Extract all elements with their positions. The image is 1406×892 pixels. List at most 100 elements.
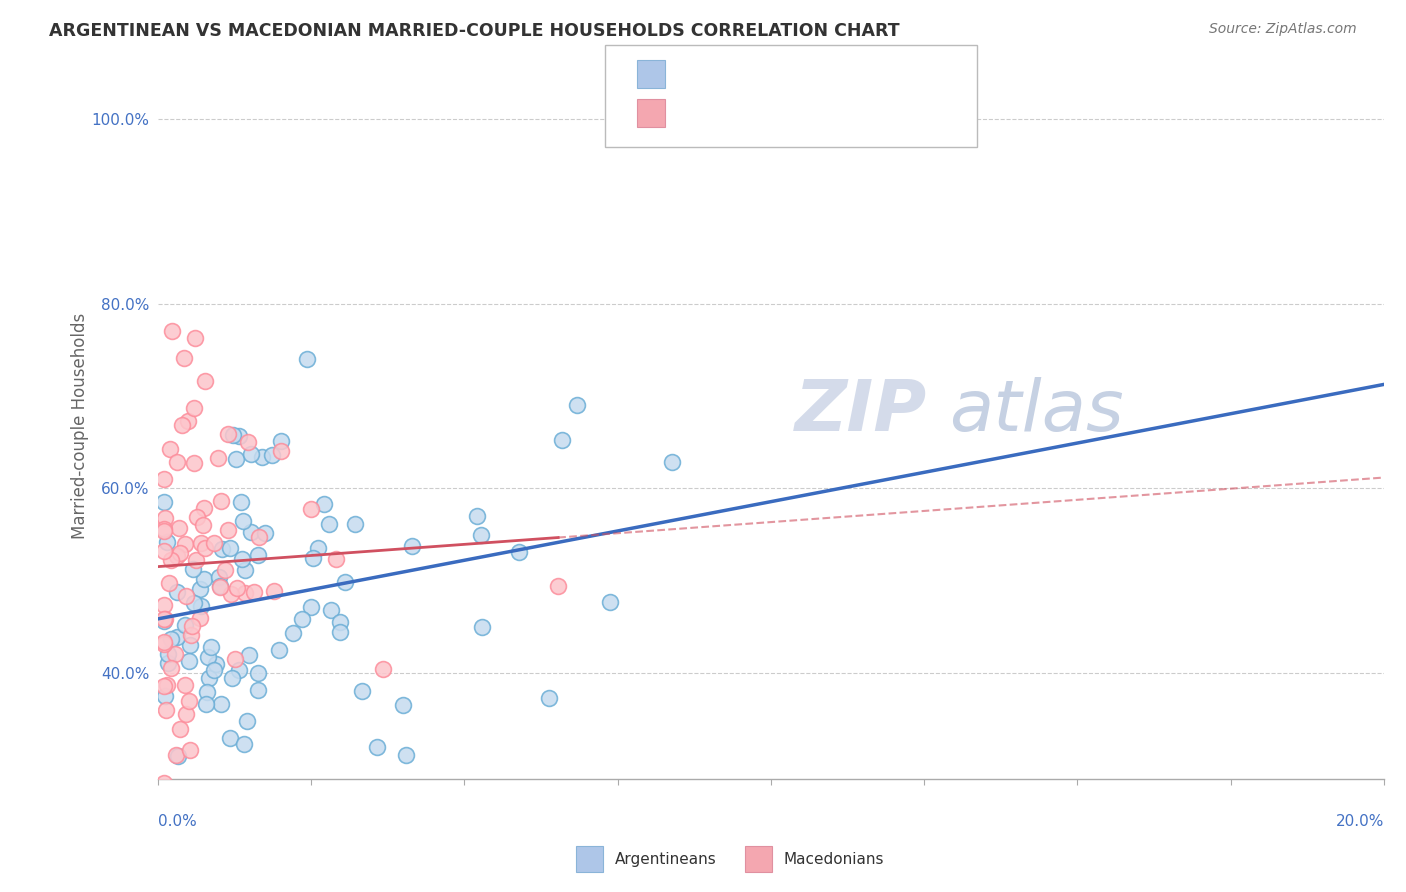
Point — [166, 748, 188, 763]
Point — [179, 694, 201, 708]
Point — [174, 590, 197, 604]
Point — [209, 697, 232, 711]
Point — [153, 612, 176, 626]
Point — [232, 514, 254, 528]
Point — [200, 640, 222, 654]
Point — [153, 472, 176, 486]
Point — [166, 455, 188, 469]
Point — [177, 414, 200, 428]
Point — [166, 748, 188, 763]
Point — [183, 596, 205, 610]
Point — [188, 611, 211, 625]
Point — [157, 656, 180, 670]
Point — [299, 599, 322, 614]
Point — [188, 582, 211, 596]
Point — [159, 632, 181, 647]
Point — [344, 517, 367, 532]
Point — [262, 448, 284, 462]
Point — [299, 502, 322, 516]
Point — [211, 541, 233, 556]
Point — [214, 564, 236, 578]
Point — [173, 351, 195, 365]
Text: ZIP: ZIP — [796, 377, 928, 446]
Point — [283, 625, 305, 640]
Text: 20.0%: 20.0% — [1336, 814, 1384, 829]
Point — [153, 511, 176, 525]
Point — [153, 679, 176, 693]
Point — [153, 689, 176, 703]
Point — [221, 427, 243, 442]
Point — [250, 450, 273, 464]
Text: 0.111: 0.111 — [733, 106, 783, 120]
Point — [218, 731, 240, 746]
Point — [204, 663, 226, 677]
Point — [319, 603, 342, 617]
Point — [172, 418, 194, 433]
Point — [229, 495, 252, 509]
Point — [174, 678, 197, 692]
Point — [190, 535, 212, 549]
Point — [551, 433, 574, 447]
Point — [184, 553, 207, 567]
Point — [471, 620, 494, 634]
Point — [157, 576, 180, 591]
Point — [371, 662, 394, 676]
Point — [202, 536, 225, 550]
Point — [366, 739, 388, 754]
Point — [267, 643, 290, 657]
Point — [226, 581, 249, 595]
Point — [173, 618, 195, 632]
Point — [295, 352, 318, 367]
Point — [177, 654, 200, 668]
Point — [153, 637, 176, 651]
Point — [180, 619, 202, 633]
Point — [301, 551, 323, 566]
Point — [291, 612, 314, 626]
Point — [247, 530, 270, 544]
Point — [547, 579, 569, 593]
Point — [166, 549, 188, 564]
Point — [233, 586, 256, 600]
Point — [395, 748, 418, 763]
Point — [219, 541, 242, 556]
Point — [160, 325, 183, 339]
Text: N =: N = — [813, 67, 859, 81]
Text: Source: ZipAtlas.com: Source: ZipAtlas.com — [1209, 22, 1357, 37]
Point — [153, 523, 176, 537]
Point — [190, 599, 212, 614]
Point — [209, 579, 232, 593]
Point — [205, 657, 228, 671]
Point — [156, 678, 179, 692]
Point — [270, 444, 292, 458]
Point — [314, 497, 336, 511]
Point — [307, 541, 329, 556]
Point — [231, 552, 253, 566]
Text: R =: R = — [679, 106, 718, 120]
Point — [209, 580, 232, 594]
Point — [183, 401, 205, 416]
Point — [217, 524, 239, 538]
Point — [155, 703, 177, 717]
Point — [193, 500, 215, 515]
Point — [153, 614, 176, 628]
Point — [232, 737, 254, 751]
Point — [153, 524, 176, 538]
Text: ARGENTINEAN VS MACEDONIAN MARRIED-COUPLE HOUSEHOLDS CORRELATION CHART: ARGENTINEAN VS MACEDONIAN MARRIED-COUPLE… — [49, 22, 900, 40]
Point — [194, 541, 217, 555]
Point — [508, 545, 530, 559]
Point — [228, 663, 250, 677]
Point — [156, 647, 179, 661]
Point — [263, 584, 285, 599]
Point — [243, 585, 266, 599]
Point — [538, 691, 561, 706]
Point — [169, 521, 191, 535]
Point — [240, 524, 263, 539]
Point — [236, 434, 259, 449]
Point — [153, 495, 176, 509]
Point — [209, 494, 232, 508]
Point — [599, 595, 621, 609]
Point — [191, 517, 214, 532]
Text: Argentineans: Argentineans — [614, 852, 716, 866]
Point — [169, 722, 191, 736]
Text: 0.0%: 0.0% — [157, 814, 197, 829]
